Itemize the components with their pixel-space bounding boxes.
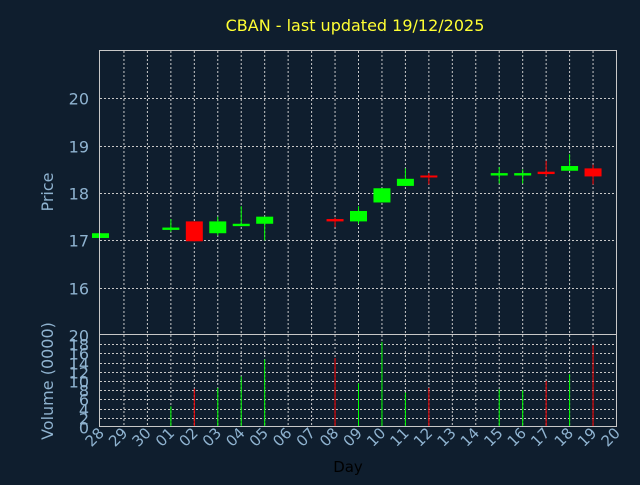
candle-body <box>209 221 227 234</box>
candle-body <box>373 188 391 203</box>
candle-03 <box>209 216 227 236</box>
x-tick-label: 12 <box>410 424 436 450</box>
x-tick-label: 09 <box>340 424 366 450</box>
candle-08 <box>326 217 344 228</box>
x-tick-label: 06 <box>269 424 295 450</box>
volume-tick-label: 10 <box>69 373 89 392</box>
volume-tick-label: 16 <box>69 345 89 364</box>
price-tick-label: 17 <box>69 232 89 251</box>
volume-tick-label: 20 <box>69 327 89 346</box>
x-tick-label: 18 <box>551 424 577 450</box>
price-grid <box>100 51 616 335</box>
x-tick-label: 05 <box>246 424 272 450</box>
volume-panel-frame <box>99 334 617 427</box>
x-tick-label: 17 <box>527 424 553 450</box>
candle-body <box>396 178 414 186</box>
candle-17 <box>537 160 555 177</box>
x-tick-label: 13 <box>433 424 459 450</box>
candle-body <box>326 219 344 222</box>
volume-tick-label: 12 <box>69 364 89 383</box>
x-tick-label: 08 <box>316 424 342 450</box>
candle-body <box>232 223 250 227</box>
candle-09 <box>350 206 367 224</box>
candle-15 <box>490 166 508 184</box>
candle-body <box>92 233 109 238</box>
candle-16 <box>514 169 532 184</box>
candle-body <box>185 221 203 242</box>
volume-tick-label: 2 <box>79 410 89 429</box>
price-tick-label: 19 <box>69 138 89 157</box>
x-tick-label: 01 <box>152 424 178 450</box>
price-tick-label: 16 <box>69 280 89 299</box>
candle-02 <box>185 221 203 242</box>
candle-body <box>420 175 438 178</box>
candle-19 <box>584 164 602 185</box>
x-tick-label: 10 <box>363 424 389 450</box>
volume-tick-label: 18 <box>69 336 89 355</box>
candle-10 <box>373 188 391 203</box>
x-tick-label: 03 <box>199 424 225 450</box>
candle-body <box>584 168 602 177</box>
volume-tick-label: 0 <box>79 419 89 438</box>
price-tick-label: 20 <box>69 90 89 109</box>
price-tick-label: 18 <box>69 185 89 204</box>
x-axis-label: Day <box>333 458 363 476</box>
candle-11 <box>396 168 414 186</box>
x-tick-label: 02 <box>175 424 201 450</box>
volume-axis-label: Volume (0000) <box>38 322 57 440</box>
candle-18 <box>561 154 579 171</box>
x-tick-label: 14 <box>457 424 483 450</box>
candle-body <box>256 216 274 224</box>
volume-tick-label: 6 <box>79 391 89 410</box>
x-tick-label: 07 <box>293 424 319 450</box>
chart-title: CBAN - last updated 19/12/2025 <box>226 16 485 35</box>
x-tick-label: 29 <box>105 424 131 450</box>
candle-05 <box>256 216 274 241</box>
x-tick-label: 15 <box>480 424 506 450</box>
volume-tick-label: 14 <box>69 355 89 374</box>
x-tick-label: 19 <box>574 424 600 450</box>
volume-bars-group <box>170 341 594 427</box>
x-tick-label: 20 <box>598 424 624 450</box>
candle-body <box>537 171 555 175</box>
candles-group <box>92 154 602 242</box>
x-tick-label: 11 <box>387 424 413 450</box>
price-axis-label: Price <box>38 172 57 211</box>
x-tick-label: 30 <box>129 424 155 450</box>
candle-04 <box>232 206 250 227</box>
volume-tick-label: 4 <box>79 401 89 420</box>
x-tick-label: 16 <box>504 424 530 450</box>
x-ticks-group: 2829300102030405060708091011121314151617… <box>82 424 624 450</box>
candle-01 <box>162 219 180 232</box>
candle-body <box>514 173 532 176</box>
candle-28 <box>92 233 109 238</box>
candle-12 <box>420 173 438 185</box>
candle-body <box>162 227 180 230</box>
volume-tick-label: 8 <box>79 382 89 401</box>
candle-body <box>561 166 579 171</box>
candle-body <box>350 210 367 222</box>
x-tick-label: 04 <box>222 424 248 450</box>
candle-body <box>490 173 508 176</box>
